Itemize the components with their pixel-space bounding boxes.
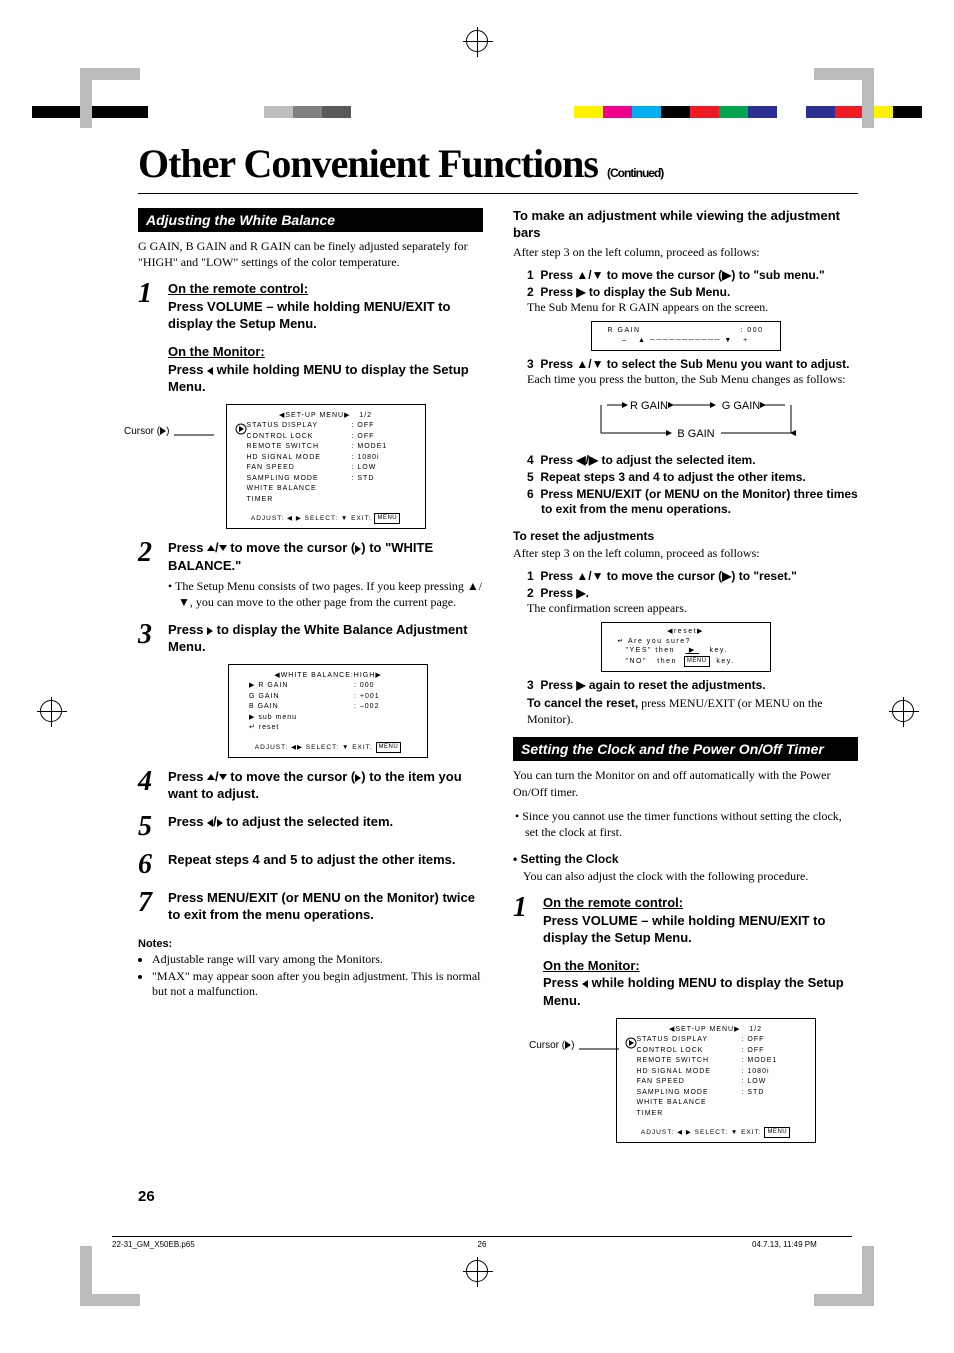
step-text: Press / to adjust the selected item.: [168, 813, 483, 841]
cursor-label: Cursor (): [529, 1040, 574, 1051]
step-number: 7: [138, 889, 160, 924]
step-note: • The Setup Menu consists of two pages. …: [168, 578, 483, 610]
body-text: After step 3 on the left column, proceed…: [513, 244, 858, 260]
numbered-list: 3 Press ▲/▼ to select the Sub Menu you w…: [513, 357, 858, 387]
osd-reset-confirm: ◀reset▶ ↵ Are you sure? "YES" then ▶ key…: [601, 622, 771, 672]
registration-mark-left: [40, 700, 62, 722]
crop-mark: [80, 1294, 140, 1306]
cursor-label: Cursor (): [124, 426, 169, 437]
page-content: Other Convenient Functions (Continued) A…: [138, 140, 858, 1151]
step-number: 3: [138, 621, 160, 656]
step-subhead: On the remote control:: [168, 280, 483, 298]
step-number: 1: [138, 280, 160, 395]
notes-heading: Notes:: [138, 938, 483, 950]
page-number: 26: [138, 1188, 155, 1205]
step-2: 2 Press / to move the cursor () to "WHIT…: [138, 539, 483, 610]
subsection-heading: To make an adjustment while viewing the …: [513, 208, 858, 242]
subsection-heading: • Setting the Clock: [513, 852, 858, 866]
step-1-clock: 1 On the remote control: Press VOLUME – …: [513, 894, 858, 1009]
step-3: 3 Press to display the White Balance Adj…: [138, 621, 483, 656]
svg-text:G GAIN: G GAIN: [721, 400, 760, 412]
osd-setup-menu-2: Cursor () ◀SET-UP MENU▶ 1/2 STATUS DISPL…: [573, 1018, 858, 1144]
body-text: To cancel the reset, press MENU/EXIT (or…: [513, 695, 858, 727]
registration-mark-right: [892, 700, 914, 722]
step-1: 1 On the remote control: Press VOLUME – …: [138, 280, 483, 395]
step-number: 4: [138, 768, 160, 803]
step-subhead: On the Monitor:: [543, 957, 858, 975]
printer-marks-top: [0, 66, 954, 116]
page-title: Other Convenient Functions (Continued): [138, 140, 858, 187]
body-text: You can turn the Monitor on and off auto…: [513, 767, 858, 799]
osd-setup-menu: Cursor () ◀SET-UP MENU▶ 1/2 STATUS DISPL…: [168, 404, 483, 530]
step-text: Press to display the White Balance Adjus…: [168, 621, 483, 656]
step-subhead: On the remote control:: [543, 894, 858, 912]
step-text: Press while holding MENU to display the …: [543, 974, 858, 1009]
right-column: To make an adjustment while viewing the …: [513, 208, 858, 1151]
crop-mark: [814, 1294, 874, 1306]
cursor-icon: [625, 1037, 637, 1049]
crop-mark: [80, 68, 140, 80]
left-column: Adjusting the White Balance G GAIN, B GA…: [138, 208, 483, 1151]
step-text: Press VOLUME – while holding MENU/EXIT t…: [543, 912, 858, 947]
step-text: Press / to move the cursor () to the ite…: [168, 768, 483, 803]
bullet-text: • Since you cannot use the timer functio…: [513, 808, 858, 840]
numbered-list: 3 Press ▶ again to reset the adjustments…: [513, 678, 858, 693]
numbered-list: 1 Press ▲/▼ to move the cursor (▶) to "s…: [513, 268, 858, 315]
numbered-list: 4 Press ◀/▶ to adjust the selected item.…: [513, 453, 858, 517]
callout-line: [174, 430, 218, 440]
step-7: 7 Press MENU/EXIT (or MENU on the Monito…: [138, 889, 483, 924]
footer-page: 26: [478, 1240, 487, 1249]
step-number: 1: [513, 894, 535, 1009]
step-number: 2: [138, 539, 160, 610]
step-text: Press while holding MENU to display the …: [168, 361, 483, 396]
registration-mark-bottom: [466, 1260, 488, 1282]
step-6: 6 Repeat steps 4 and 5 to adjust the oth…: [138, 851, 483, 879]
subsection-heading: To reset the adjustments: [513, 529, 858, 543]
step-5: 5 Press / to adjust the selected item.: [138, 813, 483, 841]
footer: 22-31_GM_X50EB.p65 26 04.7.13, 11:49 PM: [112, 1236, 852, 1249]
registration-mark-top: [466, 30, 488, 52]
footer-timestamp: 04.7.13, 11:49 PM: [652, 1240, 852, 1249]
step-number: 6: [138, 851, 160, 879]
notes-list: Adjustable range will vary among the Mon…: [138, 952, 483, 999]
cursor-icon: [235, 423, 247, 435]
cycle-diagram: R GAIN G GAIN B GAIN: [513, 395, 858, 445]
step-text: Press VOLUME – while holding MENU/EXIT t…: [168, 298, 483, 333]
section-heading: Adjusting the White Balance: [138, 208, 483, 232]
step-4: 4 Press / to move the cursor () to the i…: [138, 768, 483, 803]
svg-text:R GAIN: R GAIN: [630, 400, 668, 412]
body-text: You can also adjust the clock with the f…: [513, 868, 858, 884]
osd-white-balance: ◀WHITE BALANCE:HIGH▶ ▶ R GAIN: 000G GAIN…: [228, 664, 428, 758]
step-number: 5: [138, 813, 160, 841]
step-text: Press / to move the cursor () to "WHITE …: [168, 539, 483, 574]
body-text: After step 3 on the left column, proceed…: [513, 545, 858, 561]
svg-text:B GAIN: B GAIN: [677, 428, 714, 440]
intro-text: G GAIN, B GAIN and R GAIN can be finely …: [138, 238, 483, 270]
rule: [138, 193, 858, 194]
crop-mark: [814, 68, 874, 80]
step-text: Repeat steps 4 and 5 to adjust the other…: [168, 851, 483, 879]
footer-filename: 22-31_GM_X50EB.p65: [112, 1240, 312, 1249]
section-heading: Setting the Clock and the Power On/Off T…: [513, 737, 858, 761]
osd-rgain-bar: R GAIN: 000 – ▲ ─────────── ▼ +: [591, 321, 781, 351]
step-text: Press MENU/EXIT (or MENU on the Monitor)…: [168, 889, 483, 924]
step-subhead: On the Monitor:: [168, 343, 483, 361]
numbered-list: 1 Press ▲/▼ to move the cursor (▶) to "r…: [513, 569, 858, 616]
